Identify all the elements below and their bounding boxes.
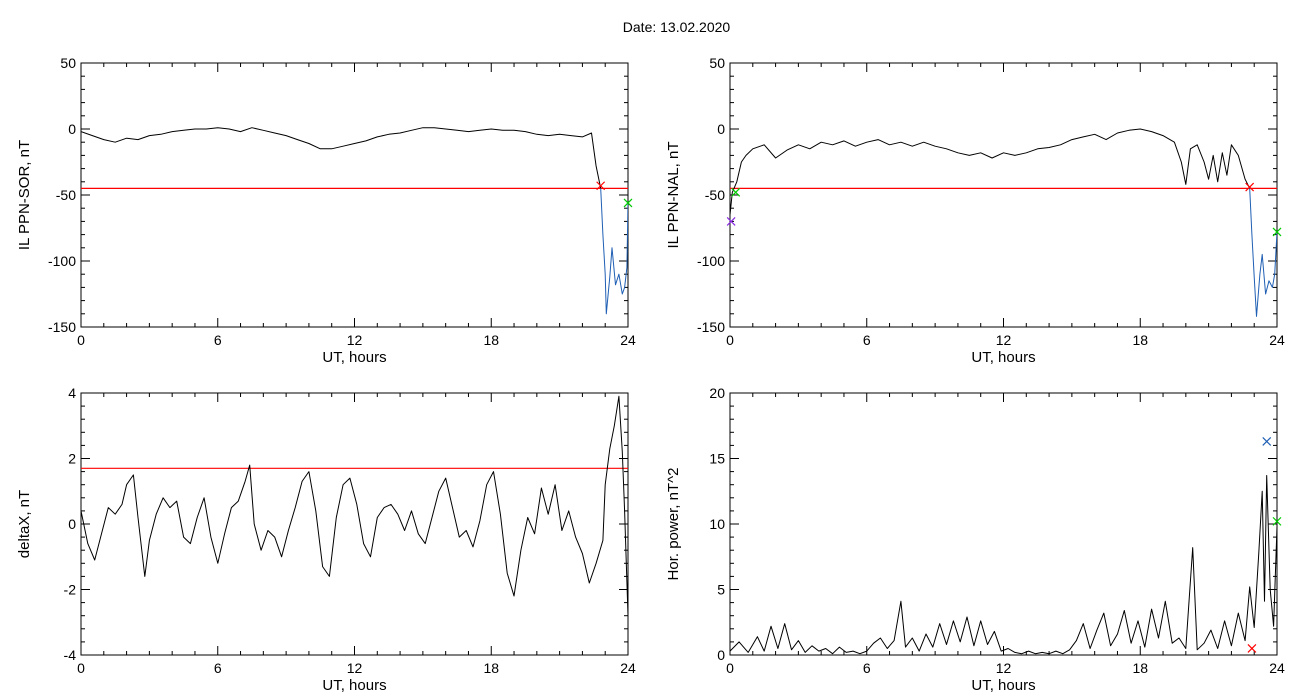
chart-panel-4: 0 6 12 18 24 0 5 10 15 20 UT, hours Hor. power, nT^… [665, 385, 1285, 694]
series-line [1249, 188, 1277, 317]
data-marker [1262, 437, 1272, 446]
x-axis-label: UT, hours [971, 349, 1035, 366]
page-title: Date: 13.02.2020 [622, 19, 731, 35]
y-tick-label: -50 [56, 187, 76, 203]
plot-frame [80, 62, 629, 328]
x-tick-label: 12 [347, 332, 363, 348]
y-tick-label: 5 [717, 582, 725, 598]
y-tick-label: 2 [68, 451, 76, 467]
x-tick-label: 24 [1269, 332, 1285, 348]
x-tick-label: 12 [996, 660, 1012, 676]
y-tick-label: 15 [709, 451, 725, 467]
y-tick-label: 0 [717, 647, 725, 663]
series-line [600, 188, 628, 315]
y-tick-label: -50 [705, 187, 725, 203]
x-tick-label: 6 [214, 660, 222, 676]
x-tick-label: 24 [1269, 660, 1285, 676]
series-line [730, 475, 1277, 655]
x-axis-label: UT, hours [322, 349, 386, 366]
data-marker [1245, 182, 1255, 192]
series-group [81, 127, 628, 315]
y-tick-label: -100 [48, 253, 76, 269]
x-tick-label: 6 [863, 660, 871, 676]
y-tick-label: 0 [68, 516, 76, 532]
series-line [81, 127, 602, 189]
series-group [81, 395, 628, 616]
data-marker [596, 181, 606, 191]
x-tick-label: 0 [726, 660, 734, 676]
x-tick-label: 0 [77, 660, 85, 676]
chart-panel-2: 0 6 12 18 24 -150 -100 -50 0 50 UT, hours IL PPN-NA… [665, 55, 1285, 366]
series-group [730, 475, 1277, 655]
y-tick-label: -150 [48, 319, 76, 335]
data-marker [623, 198, 633, 208]
plot-frame [80, 392, 629, 656]
x-tick-label: 0 [726, 332, 734, 348]
x-tick-label: 6 [863, 332, 871, 348]
x-tick-label: 12 [347, 660, 363, 676]
series-line [730, 128, 1251, 215]
data-marker [1247, 644, 1257, 653]
plot-frame [729, 392, 1278, 656]
x-tick-label: 18 [1132, 660, 1148, 676]
y-tick-label: -4 [64, 647, 77, 663]
y-tick-label: 20 [709, 385, 725, 401]
x-axis-label: UT, hours [322, 677, 386, 694]
y-axis-label: IL PPN-NAL, nT [665, 142, 682, 249]
data-marker [731, 187, 741, 197]
y-tick-label: 50 [60, 55, 76, 71]
x-tick-label: 12 [996, 332, 1012, 348]
y-tick-label: 0 [717, 121, 725, 137]
x-tick-label: 18 [483, 332, 499, 348]
x-axis-label: UT, hours [971, 677, 1035, 694]
data-marker [726, 216, 736, 226]
y-tick-label: 4 [68, 385, 76, 401]
x-tick-label: 0 [77, 332, 85, 348]
y-axis-label: deltaX, nT [16, 490, 33, 558]
x-tick-label: 24 [620, 332, 636, 348]
chart-panel-1: 0 6 12 18 24 -150 -100 -50 0 50 UT, hours IL PPN-SO… [16, 55, 636, 366]
y-tick-label: 10 [709, 516, 725, 532]
data-marker [1272, 227, 1282, 237]
series-line [81, 395, 628, 616]
data-marker [1272, 516, 1282, 526]
y-tick-label: 0 [68, 121, 76, 137]
plot-frame [729, 62, 1278, 328]
series-group [730, 128, 1277, 317]
y-tick-label: -150 [697, 319, 725, 335]
y-axis-label: Hor. power, nT^2 [665, 468, 682, 581]
x-tick-label: 18 [483, 660, 499, 676]
y-axis-label: IL PPN-SOR, nT [16, 140, 33, 250]
x-tick-label: 24 [620, 660, 636, 676]
y-tick-label: 50 [709, 55, 725, 71]
x-tick-label: 18 [1132, 332, 1148, 348]
y-tick-label: -100 [697, 253, 725, 269]
x-tick-label: 6 [214, 332, 222, 348]
y-tick-label: -2 [64, 582, 77, 598]
